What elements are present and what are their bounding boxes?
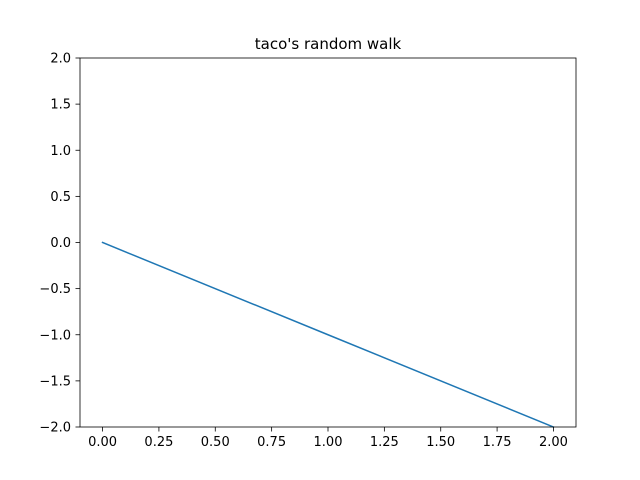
x-tick-label: 1.00 [314,435,343,450]
y-tick-label: −0.5 [39,282,71,297]
plot-area: 0.00 0.25 0.50 0.75 1.00 1.25 1.50 1.75 2.00 −2.0… [39,52,577,450]
x-tick-label: 1.25 [370,435,399,450]
x-tick-label: 1.50 [426,435,455,450]
x-tick-label: 0.50 [201,435,230,450]
y-tick-label: −1.0 [39,328,71,343]
y-tick-label: 2.0 [50,52,71,67]
x-tick-label: 2.00 [539,435,568,450]
series-line-0 [101,241,555,428]
x-tick-label: 0.75 [257,435,286,450]
x-tick-label: 0.25 [144,435,173,450]
y-tick-label: 0.5 [50,190,71,205]
chart-title: taco's random walk [255,35,402,53]
y-tick-label: −2.0 [39,421,71,436]
x-tick-label: 0.00 [88,435,117,450]
y-tick-label: −1.5 [39,374,71,389]
y-tick-label: 0.0 [50,236,71,251]
y-tick-label: 1.0 [50,144,71,159]
y-tick-label: 1.5 [50,98,71,113]
x-tick-label: 1.75 [483,435,512,450]
